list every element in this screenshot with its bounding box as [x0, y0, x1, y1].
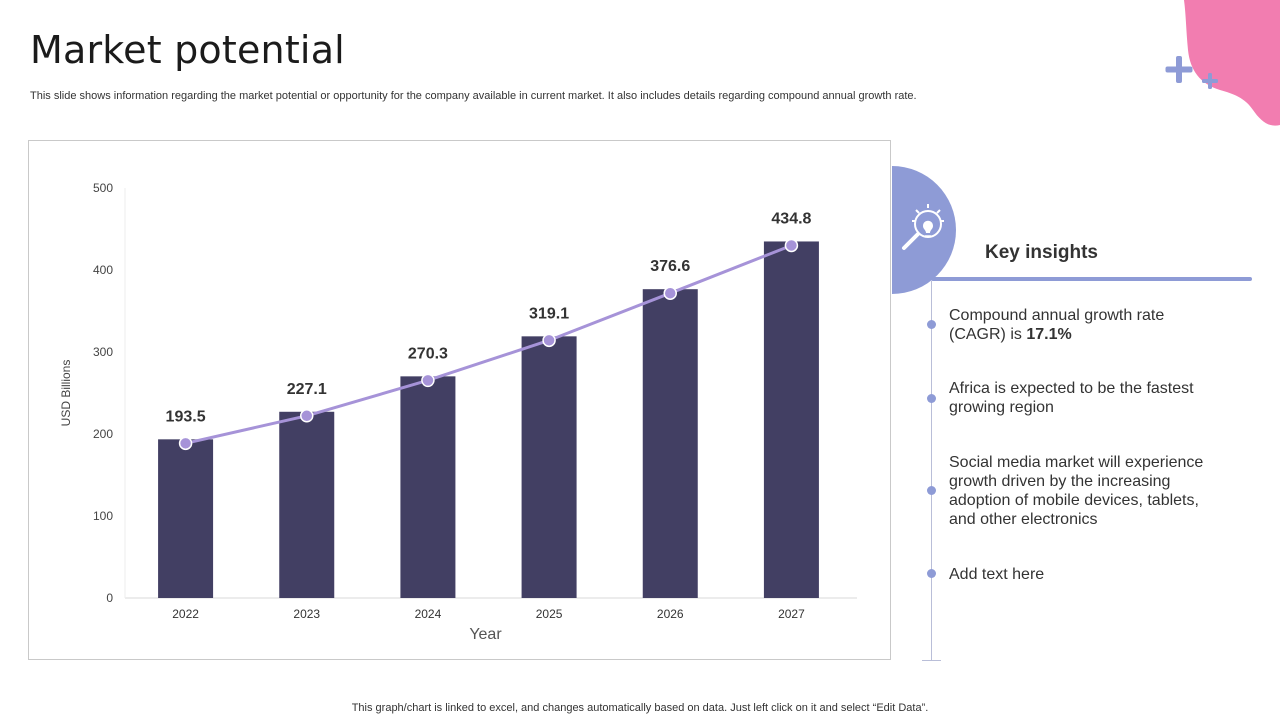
- insights-heading: Key insights: [985, 242, 1098, 263]
- data-label-2024: 270.3: [408, 345, 448, 362]
- trend-point-2025: [542, 333, 556, 348]
- bar-2025: [521, 336, 577, 598]
- insight-text: Compound annual growth rate (CAGR) is 17…: [949, 307, 1165, 343]
- y-tick-label: 100: [93, 509, 113, 523]
- bar-2023: [279, 411, 335, 598]
- data-label-2026: 376.6: [650, 258, 690, 275]
- bar-line-chart: 0 100 200 300 400 500 USD Billions Year 2022 2023…: [59, 181, 857, 643]
- page-subtitle: This slide shows information regarding t…: [30, 90, 917, 102]
- footer-note: This graph/chart is linked to excel, and…: [351, 702, 929, 714]
- y-tick-label: 200: [93, 427, 113, 441]
- data-label-2022: 193.5: [166, 408, 206, 425]
- bullet-dot: [927, 394, 936, 403]
- trend-point-2026: [663, 286, 677, 300]
- half-circle-shape: [892, 166, 956, 294]
- trend-line: [185, 244, 792, 445]
- bar-2022: [158, 439, 214, 598]
- x-tick-label: 2025: [536, 607, 563, 621]
- trend-point-2022: [178, 436, 193, 451]
- trend-point-2023: [300, 409, 314, 423]
- insights-timeline-end: [922, 660, 941, 661]
- y-axis-title: USD Billions: [59, 360, 73, 427]
- insight-text: Add text here: [949, 566, 1045, 583]
- y-tick-label: 400: [93, 263, 113, 277]
- data-label-2023: 227.1: [287, 381, 327, 398]
- trend-point-2027: [784, 238, 799, 253]
- x-tick-label: 2027: [778, 607, 805, 621]
- data-label-2027: 434.8: [771, 210, 811, 227]
- cagr-value: 17.1%: [1026, 326, 1072, 343]
- plus-icon: [1165, 56, 1218, 89]
- x-tick-label: 2023: [293, 607, 320, 621]
- page-title: Market potential: [30, 28, 345, 72]
- lightbulb-magnifier-icon: [902, 204, 944, 250]
- chart-container[interactable]: 0 100 200 300 400 500 USD Billions Year 2022 2023…: [28, 140, 891, 660]
- x-tick-label: 2026: [657, 607, 684, 621]
- bullet-dot: [927, 569, 936, 578]
- bullet-dot: [927, 320, 936, 329]
- y-tick-label: 300: [93, 345, 113, 359]
- x-axis-title: Year: [469, 626, 502, 643]
- insight-text: Social media market will experience grow…: [949, 454, 1204, 528]
- bullet-dot: [927, 486, 936, 495]
- x-tick-label: 2022: [172, 607, 199, 621]
- pink-blob-shape: [1184, 0, 1280, 126]
- bar-2024: [400, 376, 456, 598]
- insights-timeline: [931, 281, 932, 661]
- bar-2027: [763, 241, 819, 598]
- y-tick-label: 0: [106, 591, 113, 605]
- corner-decoration: [1165, 0, 1280, 126]
- trend-point-2024: [421, 373, 435, 388]
- insight-text: Africa is expected to be the fastest gro…: [949, 380, 1194, 416]
- insights-icon-circle: [892, 166, 956, 294]
- data-label-2025: 319.1: [529, 305, 569, 322]
- y-tick-label: 500: [93, 181, 113, 195]
- insights-underline: [931, 277, 1252, 281]
- bar-2026: [642, 289, 698, 598]
- x-tick-label: 2024: [415, 607, 442, 621]
